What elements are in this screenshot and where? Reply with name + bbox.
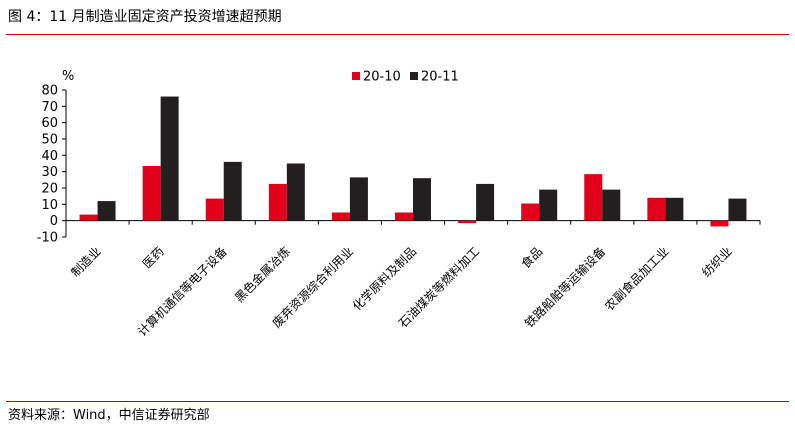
bar-20-10-4	[331, 212, 350, 221]
y-tick-label: 20	[41, 182, 58, 197]
bar-20-11-5	[413, 178, 431, 221]
category-label: 黑色金属冶炼	[231, 244, 293, 306]
bar-20-10-6	[458, 220, 477, 224]
bar-20-10-2	[205, 198, 224, 221]
bar-20-11-0	[97, 201, 116, 221]
bar-20-11-6	[476, 183, 495, 221]
bar-20-11-9	[665, 197, 684, 221]
category-label: 医药	[140, 244, 167, 271]
bar-20-10-3	[268, 183, 287, 221]
y-tick-label: 70	[41, 100, 58, 115]
bar-20-10-1	[142, 165, 161, 221]
bar-20-11-10	[728, 198, 747, 221]
top-rule	[6, 34, 789, 35]
category-label: 纺织业	[699, 244, 734, 279]
bar-20-10-0	[79, 214, 98, 221]
category-label: 食品	[518, 244, 546, 272]
y-tick-label: 50	[41, 133, 58, 148]
y-tick-label: 30	[41, 165, 58, 180]
y-tick-label: -10	[37, 231, 58, 246]
y-unit-label: %	[62, 69, 74, 84]
bar-20-10-8	[584, 174, 603, 221]
bar-20-10-9	[647, 197, 666, 221]
bar-20-11-7	[539, 189, 558, 221]
bar-20-10-10	[710, 220, 729, 227]
category-label: 制造业	[68, 244, 103, 279]
bar-20-11-3	[286, 163, 305, 221]
source-note: 资料来源：Wind，中信证券研究部	[8, 408, 210, 423]
y-tick-label: 40	[41, 149, 58, 164]
bar-20-11-4	[349, 177, 368, 221]
bar-20-11-2	[223, 161, 242, 221]
y-tick-label: 0	[50, 214, 58, 229]
bar-20-10-7	[521, 203, 540, 221]
y-tick-label: 10	[41, 198, 58, 213]
bar-20-11-1	[160, 96, 179, 221]
legend-swatch-20-11	[410, 72, 418, 80]
legend-label: 20-10	[363, 70, 401, 85]
y-tick-label: 80	[41, 84, 58, 99]
legend-label: 20-11	[421, 70, 459, 85]
figure-title: 图 4：11 月制造业固定资产投资增速超预期	[8, 9, 282, 25]
category-label: 化学原料及制品	[349, 244, 419, 314]
bottom-rule	[6, 401, 789, 402]
y-tick-label: 60	[41, 116, 58, 131]
category-label: 农副食品加工业	[601, 244, 671, 314]
bar-20-11-8	[602, 189, 621, 221]
legend-swatch-20-10	[352, 72, 360, 80]
bar-20-10-5	[395, 212, 413, 221]
